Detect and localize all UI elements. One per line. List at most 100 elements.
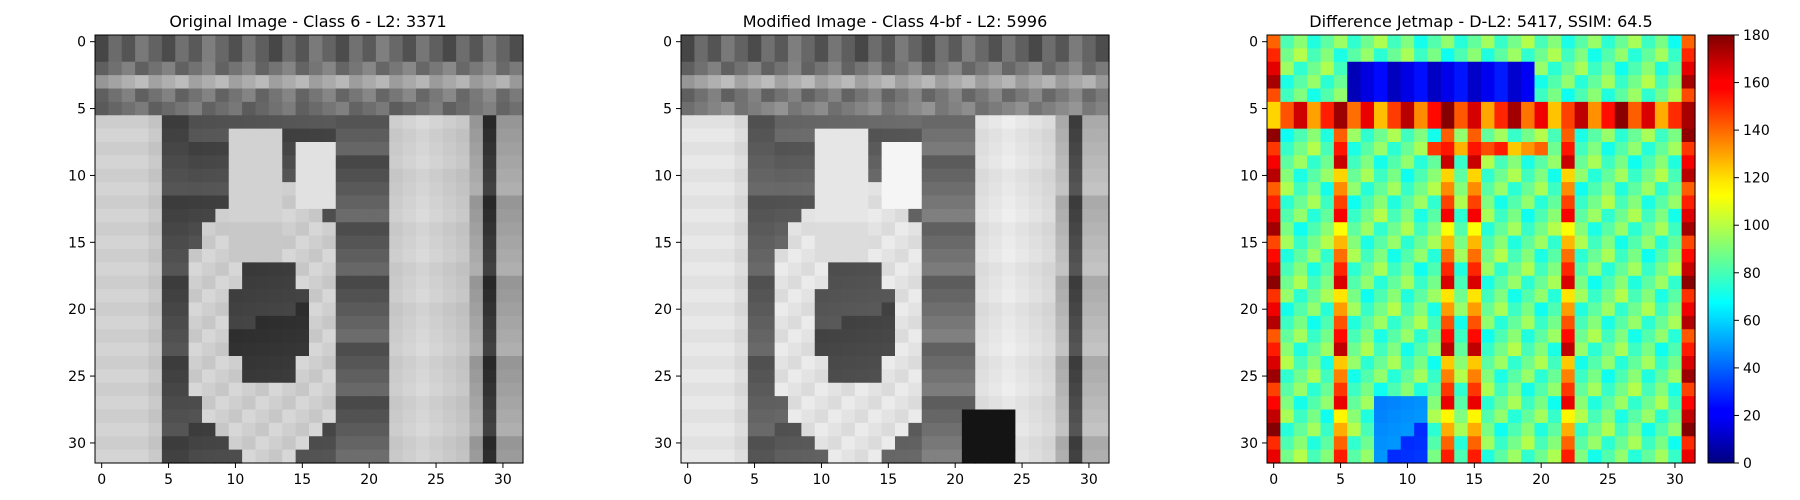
- pixel-cell: [854, 396, 869, 411]
- pixel-cell: [309, 382, 323, 397]
- pixel-cell: [1002, 342, 1016, 357]
- pixel-cell: [282, 115, 297, 130]
- pixel-cell: [148, 168, 163, 183]
- pixel-cell: [1454, 356, 1469, 370]
- pixel-cell: [961, 75, 976, 90]
- pixel-cell: [1333, 222, 1348, 237]
- pixel-cell: [469, 449, 484, 464]
- pixel-cell: [202, 422, 216, 437]
- pixel-cell: [295, 275, 310, 290]
- pixel-cell: [402, 75, 417, 90]
- pixel-cell: [349, 101, 364, 116]
- pixel-cell: [429, 329, 444, 344]
- pixel-cell: [1414, 182, 1429, 197]
- pixel-cell: [175, 449, 190, 464]
- pixel-cell: [988, 235, 1003, 250]
- pixel-cell: [1574, 208, 1589, 223]
- x-tick-label: 5: [164, 472, 173, 488]
- pixel-cell: [161, 275, 176, 290]
- pixel-cell: [948, 356, 963, 370]
- pixel-cell: [1400, 142, 1415, 156]
- pixel-cell: [429, 235, 444, 250]
- pixel-cell: [402, 115, 417, 130]
- pixel-cell: [747, 195, 762, 210]
- pixel-cell: [694, 168, 709, 183]
- pixel-cell: [349, 422, 364, 437]
- pixel-cell: [228, 409, 243, 424]
- pixel-cell: [1414, 48, 1429, 63]
- pixel-cell: [322, 342, 337, 357]
- pixel-cell: [309, 35, 323, 49]
- pixel-cell: [895, 128, 909, 143]
- pixel-cell: [1481, 436, 1495, 451]
- pixel-cell: [322, 75, 337, 90]
- pixel-cell: [1333, 409, 1348, 424]
- pixel-cell: [948, 88, 963, 103]
- pixel-cell: [747, 275, 762, 290]
- pixel-cell: [1654, 61, 1669, 76]
- pixel-cell: [1534, 356, 1549, 370]
- pixel-cell: [1387, 382, 1402, 397]
- pixel-cell: [1601, 48, 1616, 63]
- pixel-cell: [442, 101, 457, 116]
- pixel-cell: [309, 436, 323, 451]
- pixel-cell: [1414, 382, 1429, 397]
- pixel-cell: [1307, 48, 1322, 63]
- pixel-cell: [95, 235, 109, 250]
- panel-difference-title: Difference Jetmap - D-L2: 5417, SSIM: 64…: [1309, 12, 1652, 31]
- pixel-cell: [1427, 128, 1442, 143]
- pixel-cell: [335, 182, 350, 197]
- pixel-cell: [255, 342, 270, 357]
- pixel-cell: [1055, 329, 1070, 344]
- pixel-cell: [734, 409, 749, 424]
- pixel-cell: [469, 329, 484, 344]
- pixel-cell: [1681, 88, 1696, 103]
- pixel-cell: [1547, 101, 1562, 116]
- pixel-cell: [469, 88, 484, 103]
- pixel-cell: [895, 449, 909, 464]
- pixel-cell: [188, 396, 203, 411]
- pixel-cell: [1654, 101, 1669, 116]
- pixel-cell: [1641, 315, 1656, 330]
- pixel-cell: [469, 369, 484, 384]
- pixel-cell: [1427, 369, 1442, 384]
- pixel-cell: [121, 396, 136, 411]
- pixel-cell: [1601, 222, 1616, 237]
- pixel-cell: [335, 222, 350, 237]
- pixel-cell: [1293, 409, 1308, 424]
- pixel-cell: [282, 101, 297, 116]
- pixel-cell: [935, 302, 950, 317]
- pixel-cell: [908, 222, 923, 237]
- pixel-cell: [1267, 302, 1281, 317]
- pixel-cell: [747, 382, 762, 397]
- pixel-cell: [988, 61, 1003, 76]
- pixel-cell: [242, 182, 257, 197]
- pixel-cell: [1002, 275, 1016, 290]
- pixel-cell: [429, 142, 444, 156]
- pixel-cell: [1002, 289, 1016, 304]
- pixel-cell: [1374, 48, 1388, 63]
- pixel-cell: [95, 48, 109, 63]
- pixel-cell: [1534, 208, 1549, 223]
- pixel-cell: [1082, 208, 1097, 223]
- pixel-cell: [469, 302, 484, 317]
- pixel-cell: [1095, 128, 1110, 143]
- pixel-cell: [469, 115, 484, 130]
- pixel-cell: [1068, 315, 1083, 330]
- x-tick-label: 0: [683, 472, 692, 488]
- pixel-cell: [1601, 396, 1616, 411]
- pixel-cell: [694, 115, 709, 130]
- pixel-cell: [895, 369, 909, 384]
- pixel-cell: [242, 289, 257, 304]
- pixel-cell: [175, 315, 190, 330]
- pixel-cell: [416, 35, 430, 49]
- pixel-cell: [1387, 48, 1402, 63]
- pixel-cell: [881, 155, 896, 170]
- pixel-cell: [1681, 101, 1696, 116]
- pixel-cell: [1095, 342, 1110, 357]
- pixel-cell: [1534, 195, 1549, 210]
- pixel-cell: [188, 289, 203, 304]
- pixel-cell: [895, 422, 909, 437]
- pixel-cell: [707, 128, 722, 143]
- pixel-cell: [202, 289, 216, 304]
